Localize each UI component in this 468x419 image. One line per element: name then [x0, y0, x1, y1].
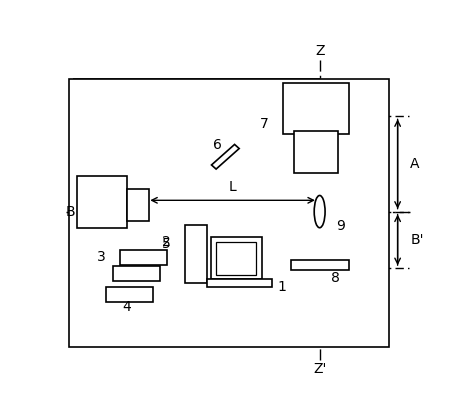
Bar [211, 238, 262, 279]
Bar [127, 189, 149, 221]
Polygon shape [212, 145, 239, 169]
Text: B': B' [410, 233, 424, 247]
Bar [106, 287, 153, 302]
Bar [77, 176, 127, 228]
Bar [120, 250, 168, 265]
Text: 2: 2 [162, 235, 171, 249]
Bar [69, 79, 388, 347]
Bar [185, 225, 207, 282]
Text: 6: 6 [212, 138, 221, 153]
Text: 9: 9 [336, 219, 345, 233]
Bar [284, 83, 349, 134]
Text: Z': Z' [313, 362, 326, 375]
Bar [294, 131, 338, 173]
Text: 3: 3 [96, 250, 105, 264]
Bar [113, 266, 160, 281]
Text: Z: Z [315, 44, 324, 58]
Bar [216, 242, 256, 274]
Text: L: L [229, 180, 236, 194]
Text: 1: 1 [278, 280, 287, 295]
Text: 8: 8 [330, 271, 339, 285]
Text: 7: 7 [260, 117, 269, 132]
Text: A: A [410, 157, 420, 171]
Text: 5: 5 [162, 237, 171, 251]
Text: B: B [66, 204, 75, 219]
Bar [291, 260, 349, 270]
Text: 4: 4 [122, 300, 131, 314]
Ellipse shape [314, 196, 325, 228]
Bar [207, 279, 272, 287]
